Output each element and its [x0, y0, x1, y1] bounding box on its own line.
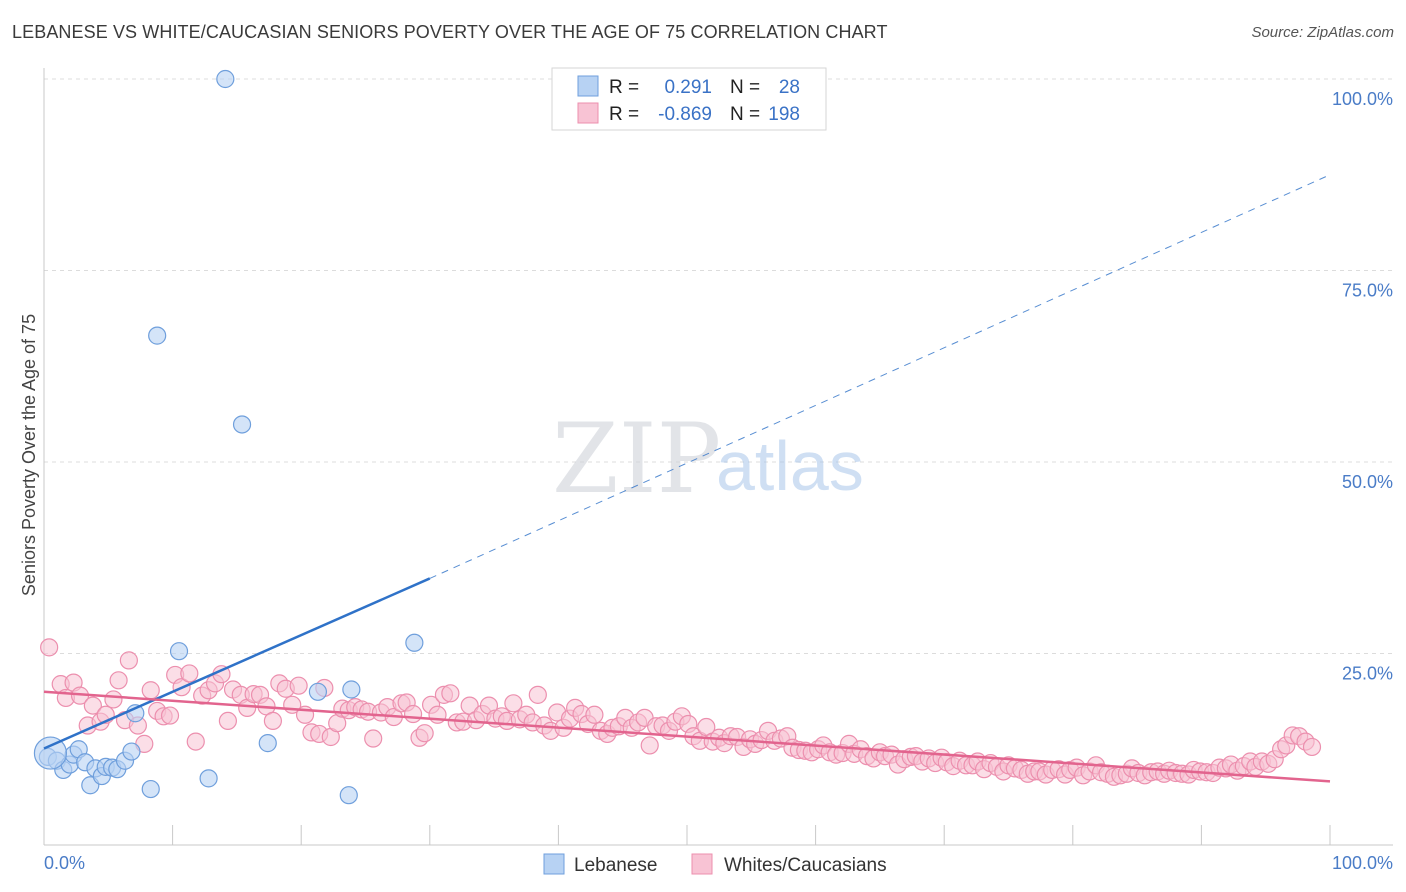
y-tick-label-2: 75.0%: [1342, 281, 1393, 301]
legend-r-label-1: R =: [609, 77, 639, 98]
white-point-6: [83, 696, 102, 715]
x-tick-left: 0.0%: [44, 853, 85, 873]
series-lebanese: [33, 69, 424, 805]
white-point-58: [415, 724, 434, 743]
y-tick-labels: 25.0% 50.0% 75.0% 100.0%: [1332, 89, 1393, 684]
axes: [43, 68, 1393, 846]
white-point-15: [141, 681, 160, 700]
lebanese-point-21: [232, 415, 252, 434]
legend-r-label-2: R =: [609, 104, 639, 125]
legend-n-label-2: N =: [730, 104, 760, 125]
white-point-62: [441, 684, 460, 703]
watermark-atlas: atlas: [716, 427, 864, 505]
white-point-56: [403, 704, 423, 724]
white-point-34: [263, 711, 283, 731]
white-point-76: [528, 685, 547, 704]
white-point-50: [364, 729, 383, 748]
white-point-10: [109, 671, 128, 690]
white-point-12: [119, 651, 138, 670]
white-point-18: [160, 706, 180, 725]
lebanese-point-24: [339, 786, 358, 805]
y-tick-label-1: 50.0%: [1342, 472, 1393, 492]
white-point-9: [104, 690, 123, 709]
legend-r-value-2: -0.869: [658, 104, 712, 125]
grid: [44, 78, 1393, 654]
stats-legend: R = 0.291 N = 28 R = -0.869 N = 198: [551, 67, 827, 131]
lebanese-point-14: [122, 742, 141, 761]
legend-n-value-2: 198: [768, 104, 800, 125]
white-point-85: [585, 705, 604, 724]
lebanese-point-23: [308, 682, 328, 701]
lebanese-point-18: [169, 642, 189, 661]
lebanese-point-16: [141, 779, 160, 799]
white-point-22: [186, 732, 205, 751]
series-legend-swatch-lebanese: [543, 853, 565, 875]
trend-lines: [43, 174, 1331, 783]
lebanese-point-17: [148, 326, 167, 345]
source-label: Source: ZipAtlas.com: [1251, 24, 1394, 41]
lebanese-point-26: [405, 633, 424, 652]
watermark-zip: ZIP: [552, 403, 721, 515]
white-point-38: [289, 676, 308, 695]
x-tick-right: 100.0%: [1332, 853, 1393, 873]
white-point-201: [1302, 737, 1322, 757]
series-legend-whites: Whites/Caucasians: [724, 855, 887, 876]
white-point-27: [218, 711, 237, 731]
lebanese-point-25: [342, 680, 361, 699]
white-point-0: [40, 638, 59, 657]
white-point-94: [640, 736, 659, 755]
white-point-72: [504, 694, 523, 713]
series-whites-caucasians: [40, 638, 1322, 786]
y-axis-label: Seniors Poverty Over the Age of 75: [19, 314, 39, 596]
lebanese-trend-extension: [429, 174, 1331, 579]
lebanese-point-22: [258, 734, 277, 753]
legend-n-value-1: 28: [779, 77, 800, 98]
whites-trend-line: [43, 690, 1331, 783]
series-legend-lebanese: Lebanese: [574, 855, 657, 876]
chart-title: LEBANESE VS WHITE/CAUCASIAN SENIORS POVE…: [12, 22, 888, 42]
legend-n-label-1: N =: [730, 77, 760, 98]
legend-r-value-1: 0.291: [664, 77, 712, 98]
lebanese-point-20: [216, 69, 235, 89]
watermark: ZIP atlas: [552, 403, 864, 515]
y-tick-label-0: 25.0%: [1342, 664, 1393, 684]
white-point-21: [180, 664, 199, 683]
series-legend: Lebanese Whites/Caucasians: [543, 853, 887, 876]
legend-swatch-whites: [577, 102, 599, 124]
lebanese-trend-line: [43, 577, 431, 750]
lebanese-point-27: [33, 736, 68, 770]
series-legend-swatch-whites: [691, 853, 713, 875]
y-tick-label-3: 100.0%: [1332, 89, 1393, 109]
legend-swatch-lebanese: [577, 75, 599, 97]
lebanese-point-19: [199, 769, 218, 788]
